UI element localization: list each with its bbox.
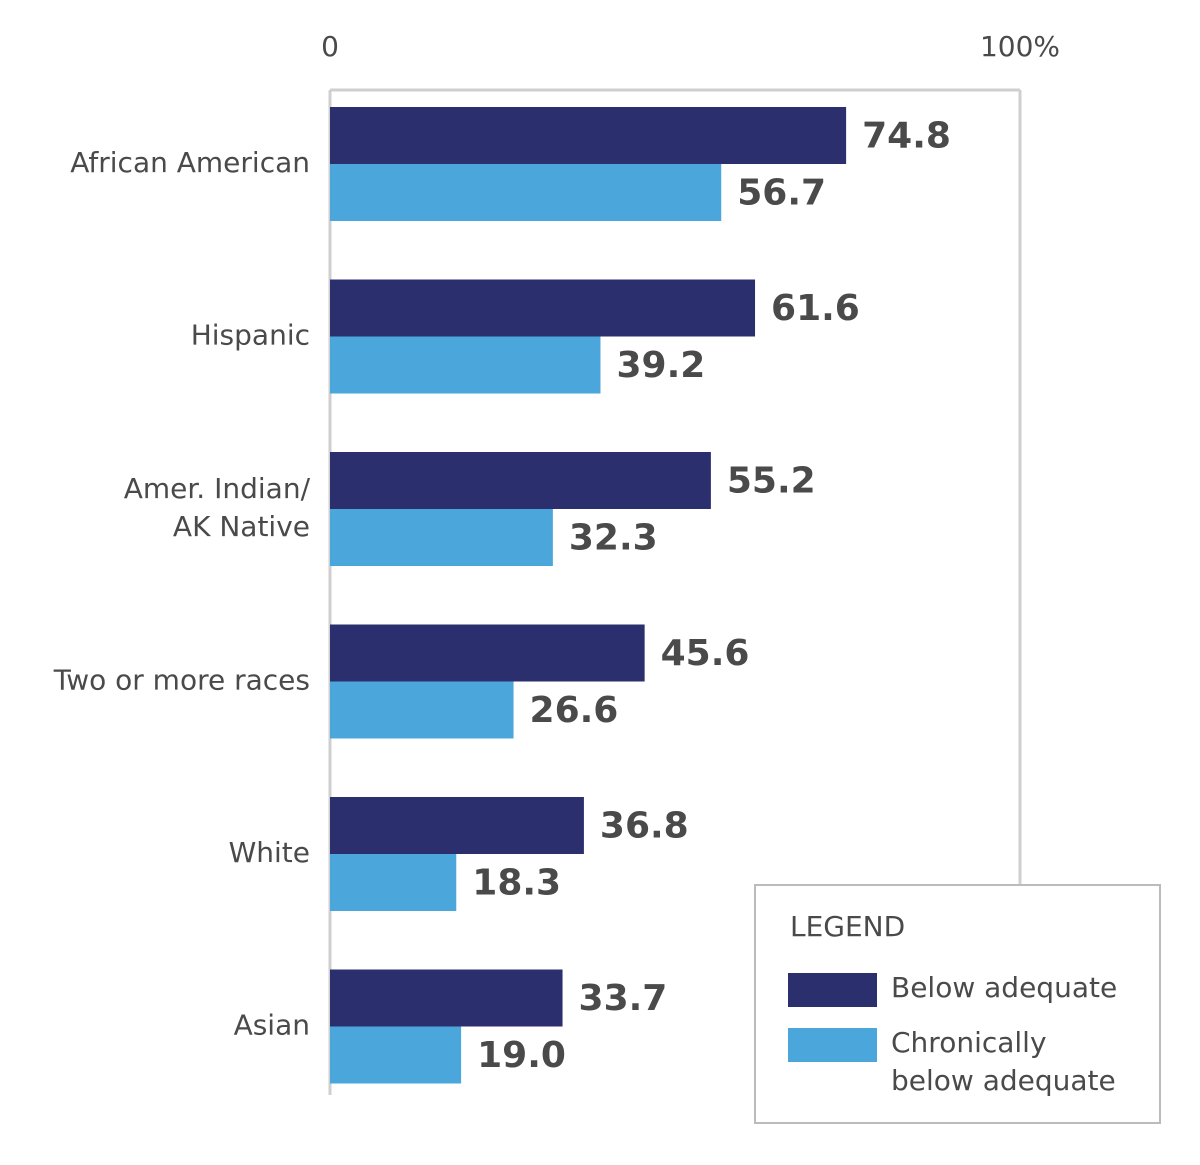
bar [330, 279, 756, 337]
bar [330, 509, 553, 566]
y-tick-label: Amer. Indian/AK Native [124, 472, 311, 543]
bar [330, 336, 601, 394]
legend-swatch [788, 1028, 877, 1062]
value-label: 19.0 [477, 1035, 566, 1076]
bar [330, 624, 645, 682]
value-label: 56.7 [737, 173, 826, 214]
value-label: 45.6 [661, 633, 750, 674]
legend-label: Below adequate [891, 971, 1117, 1004]
legend-label: Chronically below adequate [891, 1026, 1116, 1097]
value-label: 18.3 [472, 863, 561, 904]
bar [330, 797, 584, 854]
y-tick-label: African American [70, 146, 310, 179]
bar [330, 107, 847, 164]
bar [330, 969, 563, 1027]
value-label: 33.7 [579, 978, 668, 1019]
x-tick-label: 0 [321, 30, 339, 63]
bar [330, 452, 711, 509]
value-label: 32.3 [569, 518, 658, 559]
value-label: 26.6 [530, 690, 619, 731]
value-label: 61.6 [771, 288, 860, 329]
y-tick-label: Asian [234, 1009, 310, 1042]
y-tick-label: Hispanic [191, 319, 310, 352]
value-label: 39.2 [616, 345, 705, 386]
bar [330, 1026, 462, 1084]
bar [330, 854, 457, 911]
value-label: 36.8 [600, 806, 689, 847]
y-tick-label: Two or more races [53, 664, 310, 697]
y-tick-label: White [229, 836, 310, 869]
legend-swatch [788, 973, 877, 1007]
value-label: 74.8 [862, 116, 951, 157]
bar [330, 164, 722, 221]
value-label: 55.2 [727, 461, 816, 502]
legend-title: LEGEND [790, 910, 905, 943]
bar [330, 681, 514, 739]
x-tick-label: 100% [980, 30, 1060, 63]
